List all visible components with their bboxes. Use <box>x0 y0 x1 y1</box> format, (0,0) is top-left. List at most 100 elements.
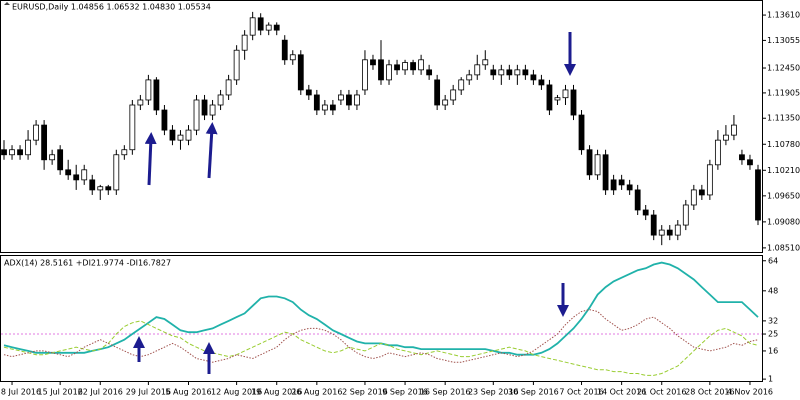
candle-body <box>402 62 408 71</box>
candle-body <box>578 114 585 151</box>
candle-body <box>506 69 513 76</box>
candle-body <box>434 79 441 106</box>
candle-body <box>57 149 64 171</box>
candle-body <box>602 154 609 191</box>
y-tick-label: 1.12450 <box>767 64 800 73</box>
candle-body <box>193 99 200 131</box>
candle-body <box>739 154 745 161</box>
candle-body <box>354 94 360 106</box>
candle-body <box>145 79 152 101</box>
candle-body <box>410 62 416 71</box>
x-tick-label: 21 Oct 2016 <box>637 388 686 397</box>
candle-body <box>714 139 721 166</box>
candle-body <box>225 79 232 96</box>
candle-body <box>362 59 368 91</box>
candle-body <box>530 74 537 81</box>
y-tick-label: 1.10210 <box>767 166 800 175</box>
candle-body <box>538 79 545 86</box>
x-tick-label: 2 Sep 2016 <box>342 388 388 397</box>
candle-body <box>458 79 465 91</box>
candle-body <box>273 24 280 31</box>
candle-body <box>81 169 88 181</box>
candle-body <box>658 229 665 236</box>
candle-body <box>153 79 160 111</box>
candle-body <box>17 149 23 156</box>
candle-body <box>249 17 256 36</box>
y-tick-label: 1 <box>768 375 773 384</box>
y-tick-label: 1.09650 <box>767 191 800 200</box>
candle-body <box>9 149 15 156</box>
candle-body <box>610 179 617 191</box>
candle-body <box>25 139 31 156</box>
candle-body <box>177 134 184 141</box>
candle-body <box>522 69 529 76</box>
candle-body <box>73 174 80 181</box>
candle-body <box>209 104 216 116</box>
indicator-panel <box>0 255 763 382</box>
candle-body <box>747 159 753 166</box>
y-tick-label: 48 <box>768 286 778 295</box>
candle-body <box>1 149 7 156</box>
x-tick-label: 30 Sep 2016 <box>508 388 559 397</box>
candle-body <box>731 124 737 136</box>
candle-body <box>97 186 104 191</box>
candle-body <box>281 39 288 61</box>
candle-body <box>466 74 473 81</box>
candle-body <box>755 169 761 221</box>
plot-layer: 1.13610 1.13055 1.12450 1.11905 1.11350 1.107… <box>1 11 800 397</box>
x-tick-label: 8 Jul 2016 <box>1 388 41 397</box>
candle-body <box>257 17 264 31</box>
candle-body <box>666 229 673 236</box>
candle-body <box>394 64 400 71</box>
candle-body <box>41 124 48 161</box>
y-tick-label: 1.11350 <box>767 114 800 123</box>
y-tick-label: 64 <box>768 256 778 265</box>
candle-body <box>698 189 705 196</box>
candle-body <box>241 34 248 51</box>
y-tick-label: 1.10780 <box>767 140 800 149</box>
annotation-arrows <box>133 32 576 374</box>
symbol-icon <box>4 2 10 5</box>
y-tick-label: 32 <box>768 316 778 325</box>
x-tick-label: 15 Jul 2016 <box>38 388 83 397</box>
candle-body <box>626 184 633 191</box>
y-tick-label: 1.11905 <box>767 88 800 97</box>
x-tick-label: 19 Aug 2016 <box>251 388 302 397</box>
candle-body <box>426 69 433 76</box>
candle-body <box>554 97 561 101</box>
y-tick-label: 1.13610 <box>767 11 800 20</box>
candle-body <box>265 24 272 31</box>
candle-body <box>370 59 376 66</box>
candle-body <box>723 134 729 141</box>
x-tick-label: 5 Aug 2016 <box>165 388 211 397</box>
candle-body <box>305 89 312 96</box>
candle-body <box>33 124 39 141</box>
candle-body <box>169 129 176 141</box>
candle-body <box>89 179 96 191</box>
x-tick-label: 23 Sep 2016 <box>468 388 519 397</box>
candle-body <box>498 69 505 76</box>
candle-body <box>674 224 681 236</box>
x-tick-label: 22 Jul 2016 <box>78 388 123 397</box>
y-tick-label: 25 <box>768 330 778 339</box>
candle-body <box>418 59 425 71</box>
candle-body <box>329 104 336 111</box>
arrow <box>144 132 157 186</box>
x-tick-label: 26 Aug 2016 <box>291 388 342 397</box>
candle-body <box>201 99 208 116</box>
candle-body <box>378 59 384 81</box>
candle-body <box>161 109 168 131</box>
candle-body <box>618 179 625 186</box>
candle-body <box>313 94 320 111</box>
candle-body <box>289 54 296 61</box>
candle-body <box>113 154 120 191</box>
x-tick-label: 16 Sep 2016 <box>420 388 471 397</box>
candle-body <box>514 69 521 76</box>
chart-title: EURUSD,Daily 1.04856 1.06532 1.04830 1.0… <box>12 3 211 12</box>
candle-body <box>121 149 128 156</box>
y-tick-label: 1.09080 <box>767 217 800 226</box>
x-tick-label: 12 Aug 2016 <box>211 388 262 397</box>
candle-body <box>233 49 240 81</box>
candle-body <box>386 64 392 81</box>
candle-body <box>642 209 649 216</box>
